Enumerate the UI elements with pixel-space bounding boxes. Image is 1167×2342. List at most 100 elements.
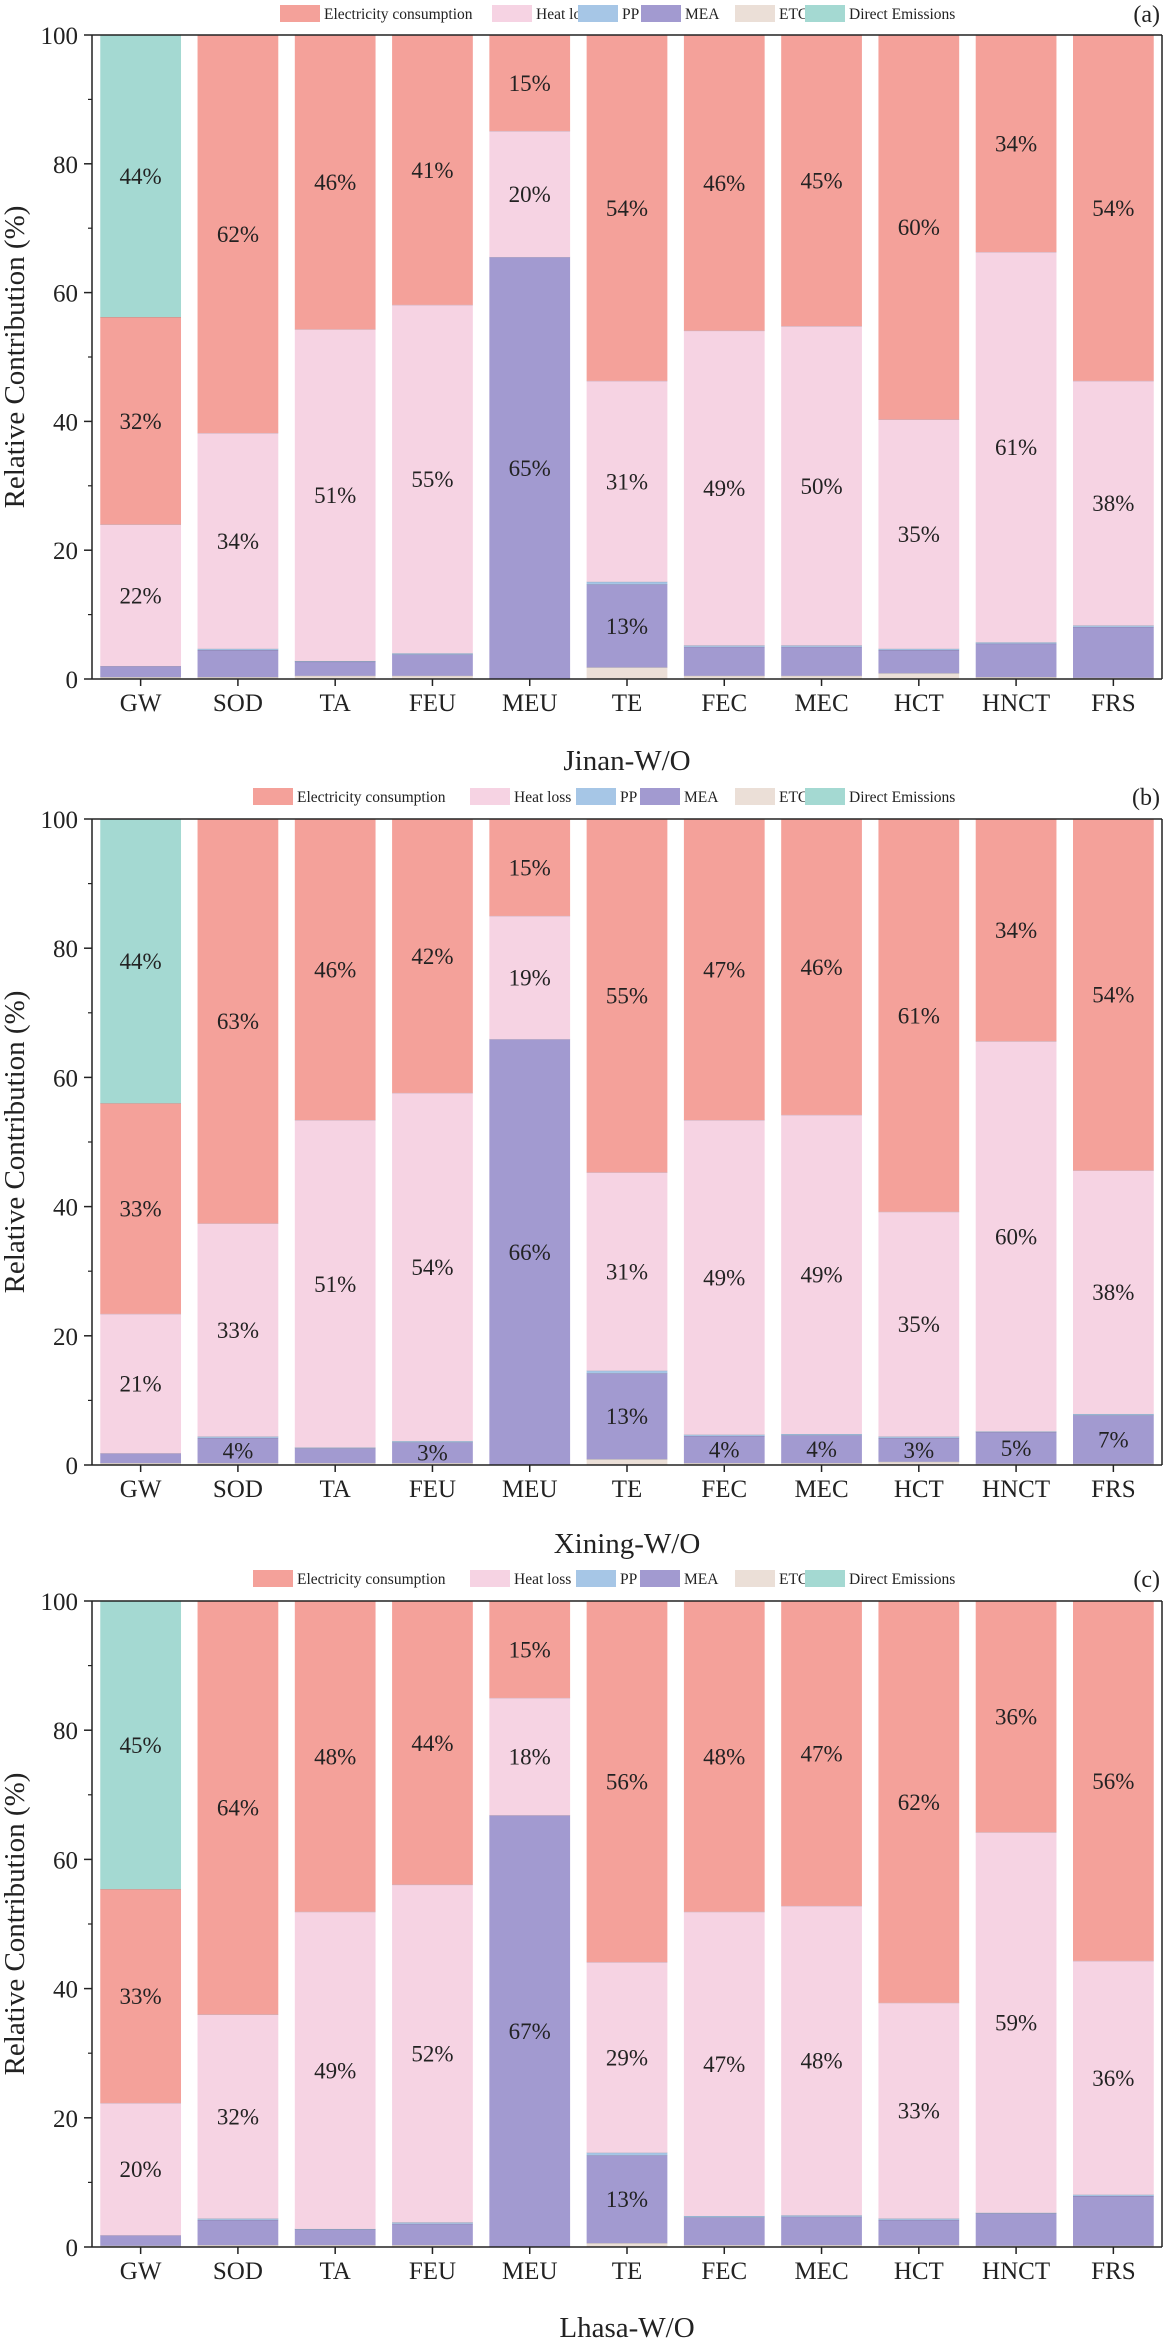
x-tick-label: FRS xyxy=(1091,690,1135,717)
bar-segment-electricity-consumption xyxy=(781,1601,862,1906)
bar-segment-mea xyxy=(294,1448,376,1464)
bar-segment-heat-loss xyxy=(100,1313,182,1454)
bar-segment-heat-loss xyxy=(683,330,765,646)
data-label: 36% xyxy=(1092,2066,1134,2091)
bar-segment-mea xyxy=(683,2217,765,2246)
bar-segment-etc xyxy=(683,2245,765,2247)
bar-segment-pp xyxy=(197,648,279,651)
bar-segment-electricity-consumption xyxy=(489,35,571,131)
bar-segment-electricity-consumption xyxy=(197,1601,279,2015)
x-tick-label: MEC xyxy=(794,1476,848,1503)
x-tick-label: GW xyxy=(120,1476,162,1503)
bar-segment-heat-loss xyxy=(586,1962,668,2153)
data-label: 38% xyxy=(1092,491,1134,516)
data-label: 31% xyxy=(606,1260,648,1285)
bar-segment-pp xyxy=(975,2212,1057,2214)
bar-segment-etc xyxy=(392,1463,473,1465)
data-label: 62% xyxy=(898,1790,940,1815)
bar-segment-electricity-consumption xyxy=(975,35,1057,253)
x-tick-label: SOD xyxy=(213,2258,263,2285)
x-tick-label: FEU xyxy=(409,2258,456,2285)
legend-swatch xyxy=(805,5,845,22)
bar-segment-heat-loss xyxy=(683,1120,765,1435)
bar-segment-etc xyxy=(100,677,182,679)
x-tick-label: FEC xyxy=(701,2258,747,2285)
bar-segment-electricity-consumption xyxy=(294,35,376,330)
bar-segment-pp xyxy=(878,1436,960,1438)
bar-segment-electricity-consumption xyxy=(294,819,376,1121)
chart-panel-c: 20% 33% 45% 32% 64% 49% 48% 52% 44% 67% 18% 15% 13% 2… xyxy=(0,1567,1163,2342)
legend: Electricity consumption Heat loss PP MEA ETC… xyxy=(253,1570,955,1588)
data-label: 63% xyxy=(217,1009,259,1034)
data-label: 45% xyxy=(800,169,842,194)
legend-swatch xyxy=(640,788,680,805)
bar-segment-heat-loss xyxy=(392,1884,473,2223)
bar-segment-mea xyxy=(683,646,765,676)
x-tick-label: MEC xyxy=(794,690,848,717)
data-label: 44% xyxy=(120,164,162,189)
data-label: 33% xyxy=(120,1197,162,1222)
bar-segment-pp xyxy=(392,2222,473,2224)
bar-segment-mea xyxy=(975,1432,1057,1464)
x-axis-title: Jinan-W/O xyxy=(563,745,690,777)
legend-swatch xyxy=(576,1570,616,1587)
bar-segment-pp xyxy=(781,2215,862,2217)
x-tick-label: TE xyxy=(612,690,643,717)
y-axis-title: Relative Contribution (%) xyxy=(0,1773,31,2076)
bar-segment-heat-loss xyxy=(100,524,182,667)
legend-item: MEA xyxy=(684,1571,719,1588)
legend-swatch xyxy=(280,5,320,22)
legend-item: ETC xyxy=(779,789,808,806)
y-tick-label: 60 xyxy=(53,281,78,308)
y-tick-label: 20 xyxy=(53,2106,78,2133)
legend-item: Direct Emissions xyxy=(849,6,955,23)
legend-item: ETC xyxy=(779,1571,808,1588)
legend-item: Electricity consumption xyxy=(297,1571,446,1588)
x-tick-label: FRS xyxy=(1091,2258,1135,2285)
bar-segment-etc xyxy=(781,1463,862,1465)
data-label: 18% xyxy=(509,1745,551,1770)
legend-swatch xyxy=(805,1570,845,1587)
legend-swatch xyxy=(253,1570,293,1587)
data-label: 56% xyxy=(606,1770,648,1795)
bar-segment-heat-loss xyxy=(489,130,571,258)
x-tick-label: HCT xyxy=(894,690,944,717)
bar-segment-pp xyxy=(586,581,668,585)
bar-segment-pp xyxy=(392,653,473,655)
bar-segment-mea xyxy=(781,1435,862,1464)
bar-segment-mea xyxy=(392,2223,473,2246)
x-tick-label: TE xyxy=(612,2258,643,2285)
bar-segment-heat-loss xyxy=(489,1697,571,1816)
data-label: 47% xyxy=(800,1741,842,1766)
data-label: 51% xyxy=(314,1272,356,1297)
bar-segment-heat-loss xyxy=(1073,1170,1154,1414)
bar-segment-heat-loss xyxy=(975,1041,1057,1432)
x-tick-label: HNCT xyxy=(982,1476,1050,1503)
panel-label: (a) xyxy=(1133,2,1160,28)
data-label: 65% xyxy=(509,456,551,481)
data-label: 41% xyxy=(411,158,453,183)
legend-item: Heat loss xyxy=(514,1571,571,1588)
bar-segment-etc xyxy=(975,677,1057,679)
data-label: 3% xyxy=(903,1438,934,1463)
bar-segment-heat-loss xyxy=(392,1092,473,1442)
data-label: 59% xyxy=(995,2011,1037,2036)
y-tick-label: 80 xyxy=(53,1718,78,1745)
bar-segment-electricity-consumption xyxy=(392,35,473,305)
data-label: 3% xyxy=(417,1441,448,1466)
bar-segment-mea xyxy=(586,1373,668,1460)
x-tick-label: TA xyxy=(320,690,351,717)
data-label: 15% xyxy=(509,855,551,880)
bar-segment-etc xyxy=(683,675,765,679)
bar-segment-mea xyxy=(1073,626,1154,678)
data-label: 49% xyxy=(800,1262,842,1287)
bar-segment-etc xyxy=(392,675,473,679)
x-tick-label: MEC xyxy=(794,2258,848,2285)
data-label: 48% xyxy=(314,1744,356,1769)
panel-label: (c) xyxy=(1133,1567,1160,1593)
data-label: 64% xyxy=(217,1796,259,1821)
data-label: 67% xyxy=(509,2019,551,2044)
bar-segment-heat-loss xyxy=(197,2014,279,2219)
bar-segment-electricity-consumption xyxy=(197,35,279,433)
